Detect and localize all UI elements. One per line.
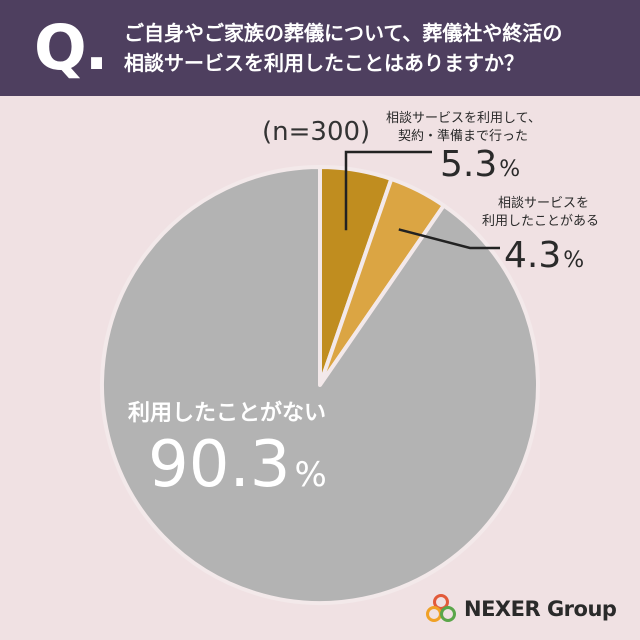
leader-line-slice-1 (344, 150, 432, 231)
leader-lines (344, 150, 500, 250)
slice-2-label-line-1: 相談サービスを (498, 195, 589, 211)
slice-1-label-line-1: 相談サービスを利用して、 (386, 110, 541, 126)
slice-2-value-unit: % (563, 248, 584, 273)
q-mark: Q. (34, 11, 108, 84)
slice-2-label-line-2: 利用したことがある (482, 214, 599, 229)
slice-3-value-unit: % (295, 455, 327, 495)
slice-1-value: 5.3% (440, 144, 520, 185)
leader-line-slice-2 (398, 228, 500, 250)
sample-size-label: (n=300) (262, 117, 371, 147)
slice-2-value-number: 4.3 (504, 235, 561, 276)
pie-slices (100, 165, 540, 605)
slice-3-value-number: 90.3 (148, 428, 291, 502)
slice-1-value-number: 5.3 (440, 144, 497, 185)
slice-1-value-unit: % (499, 157, 520, 182)
logo-text: NEXER Group (464, 597, 617, 621)
slice-3-value: 90.3% (148, 428, 327, 502)
slice-1-label-line-2: 契約・準備まで行った (398, 128, 528, 144)
nexer-logo-icon (426, 594, 456, 622)
question-header: Q. ご自身やご家族の葬儀について、葬儀社や終活の 相談サービスを利用したことは… (0, 0, 640, 96)
question-line-1: ご自身やご家族の葬儀について、葬儀社や終活の (124, 21, 563, 45)
nexer-logo: NEXER Group (424, 592, 617, 626)
pie-slice-3 (100, 165, 540, 605)
question-text: ご自身やご家族の葬儀について、葬儀社や終活の 相談サービスを利用したことはありま… (124, 18, 624, 78)
question-line-2: 相談サービスを利用したことはありますか？ (124, 51, 524, 75)
slice-2-value: 4.3% (504, 235, 584, 276)
slice-3-label: 利用したことがない (128, 400, 326, 426)
